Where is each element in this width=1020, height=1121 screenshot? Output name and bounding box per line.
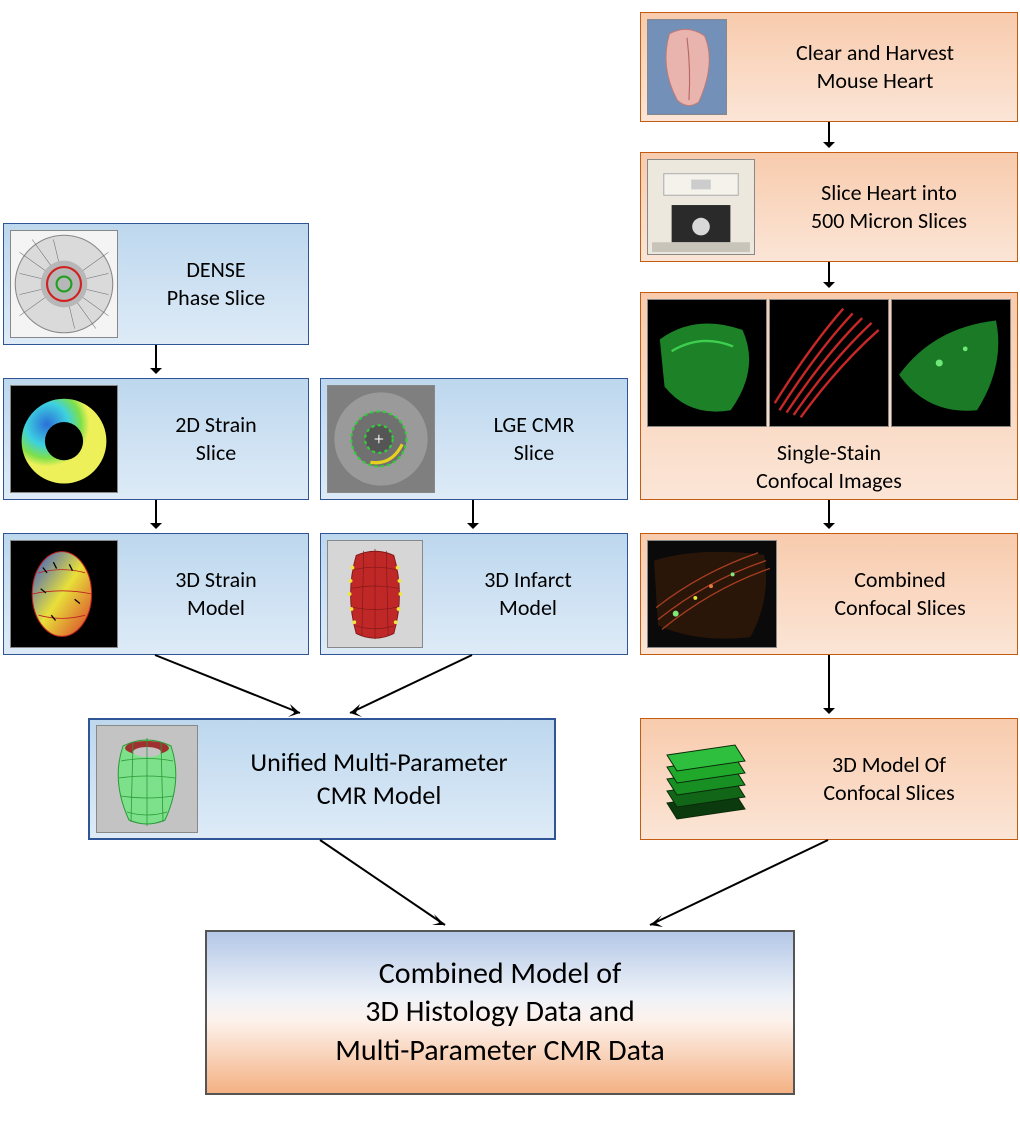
strain2d-label: 2D StrainSlice <box>124 407 308 471</box>
infarct-label: 3D InfarctModel <box>429 562 627 626</box>
confocal-combined-thumb <box>647 540 777 648</box>
final-label: Combined Model of3D Histology Data andMu… <box>207 951 793 1074</box>
box-final: Combined Model of3D Histology Data andMu… <box>205 930 795 1095</box>
arrow-lge-to-infarct <box>472 500 474 528</box>
box-strain3d: 3D StrainModel <box>3 533 309 655</box>
single-stain-label: Single-StainConfocal Images <box>750 435 908 499</box>
slice-label: Slice Heart into500 Micron Slices <box>761 175 1017 239</box>
arrow-slice-to-single <box>828 262 830 287</box>
combined-confocal-label: CombinedConfocal Slices <box>783 562 1017 626</box>
mouse-heart-thumb <box>647 19 727 115</box>
arrows-converge-unified <box>100 655 540 718</box>
confocal-triple-thumb <box>647 299 1011 427</box>
unified-label: Unified Multi-ParameterCMR Model <box>204 742 554 817</box>
arrow-harvest-to-slice <box>828 122 830 147</box>
arrows-converge-final <box>200 840 900 930</box>
harvest-label: Clear and HarvestMouse Heart <box>733 35 1017 99</box>
arrow-single-to-combined <box>828 500 830 528</box>
strain-ring-thumb <box>10 385 118 493</box>
dense-label: DENSEPhase Slice <box>124 252 308 316</box>
box-slice: Slice Heart into500 Micron Slices <box>640 152 1018 262</box>
strain3d-label: 3D StrainModel <box>124 562 308 626</box>
dense-phase-thumb <box>10 230 118 338</box>
box-harvest: Clear and HarvestMouse Heart <box>640 12 1018 122</box>
box-strain2d: 2D StrainSlice <box>3 378 309 500</box>
unified-mesh-thumb <box>96 725 198 833</box>
3d-confocal-label: 3D Model OfConfocal Slices <box>761 747 1017 811</box>
slicer-thumb <box>647 159 755 255</box>
box-single-stain: Single-StainConfocal Images <box>640 292 1018 500</box>
arrow-combined-to-3dmodel <box>828 655 830 713</box>
lge-label: LGE CMRSlice <box>441 407 627 471</box>
box-infarct: 3D InfarctModel <box>320 533 628 655</box>
box-3d-confocal: 3D Model OfConfocal Slices <box>640 718 1018 840</box>
box-dense: DENSEPhase Slice <box>3 223 309 345</box>
arrow-2d-to-3dstrain <box>155 500 157 528</box>
box-lge: LGE CMRSlice <box>320 378 628 500</box>
lge-cmr-thumb <box>327 385 435 493</box>
arrow-dense-to-2d <box>155 345 157 373</box>
strain-3d-thumb <box>10 540 118 648</box>
infarct-3d-thumb <box>327 540 423 648</box>
confocal-stack-thumb <box>647 725 755 833</box>
box-unified: Unified Multi-ParameterCMR Model <box>88 718 556 840</box>
box-combined-confocal: CombinedConfocal Slices <box>640 533 1018 655</box>
